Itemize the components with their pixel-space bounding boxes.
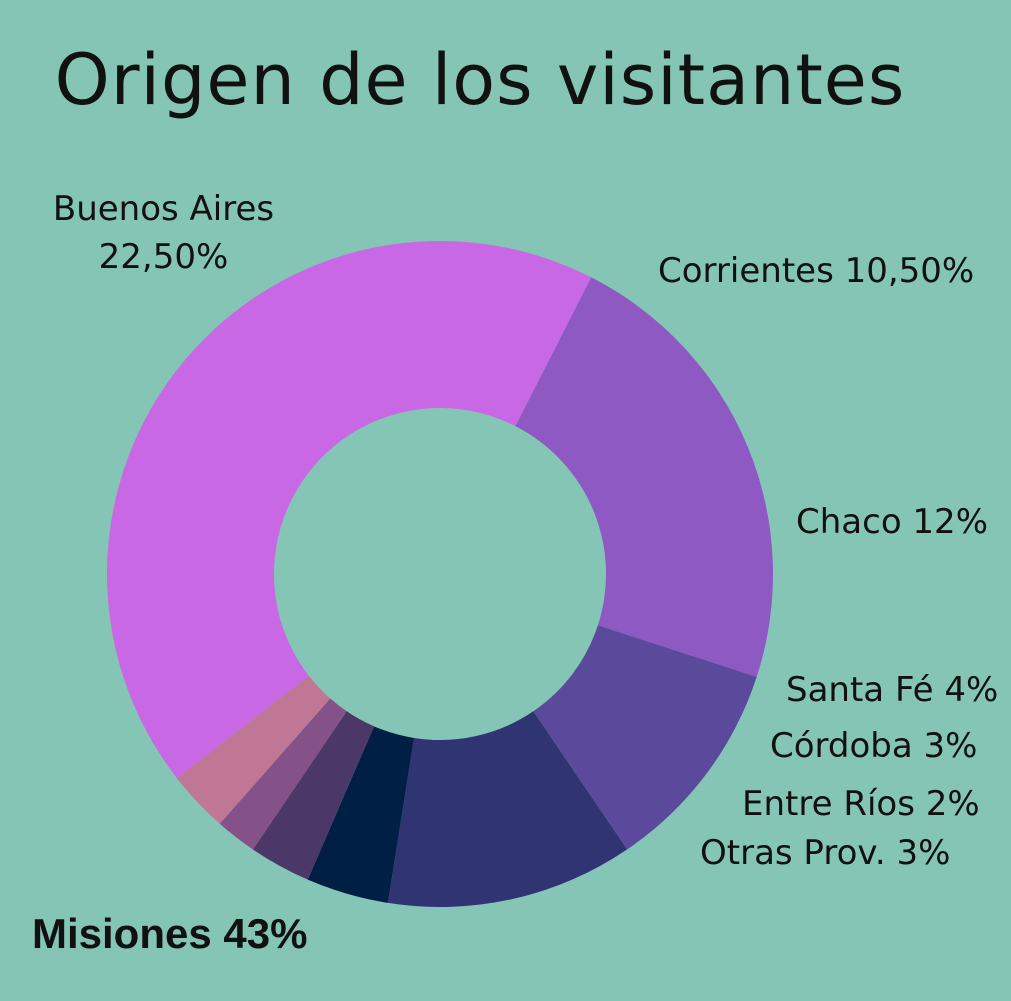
slice-entre-rios	[219, 698, 347, 850]
slice-santa-fe	[307, 726, 415, 903]
label-buenos-aires-value: 22,50%	[98, 237, 229, 277]
label-corrientes: Corrientes 10,50%	[658, 251, 975, 291]
slice-cordoba	[252, 711, 375, 880]
slice-misiones	[106, 240, 592, 779]
label-buenos-aires-name: Buenos Aires	[52, 189, 275, 229]
label-entre-rios: Entre Ríos 2%	[742, 784, 980, 824]
slice-otras-prov	[176, 675, 331, 824]
slice-chaco	[387, 711, 628, 907]
label-misiones: Misiones 43%	[32, 910, 308, 957]
label-cordoba: Córdoba 3%	[770, 726, 978, 766]
label-chaco: Chaco 12%	[796, 502, 988, 542]
label-santa-fe: Santa Fé 4%	[786, 670, 999, 710]
slice-corrientes	[533, 625, 757, 850]
slice-buenos-aires	[515, 277, 773, 677]
label-otras-prov: Otras Prov. 3%	[700, 833, 951, 873]
label-buenos-aires: Buenos Aires 22,50%	[46, 185, 281, 281]
chart-title: Origen de los visitantes	[54, 39, 906, 121]
